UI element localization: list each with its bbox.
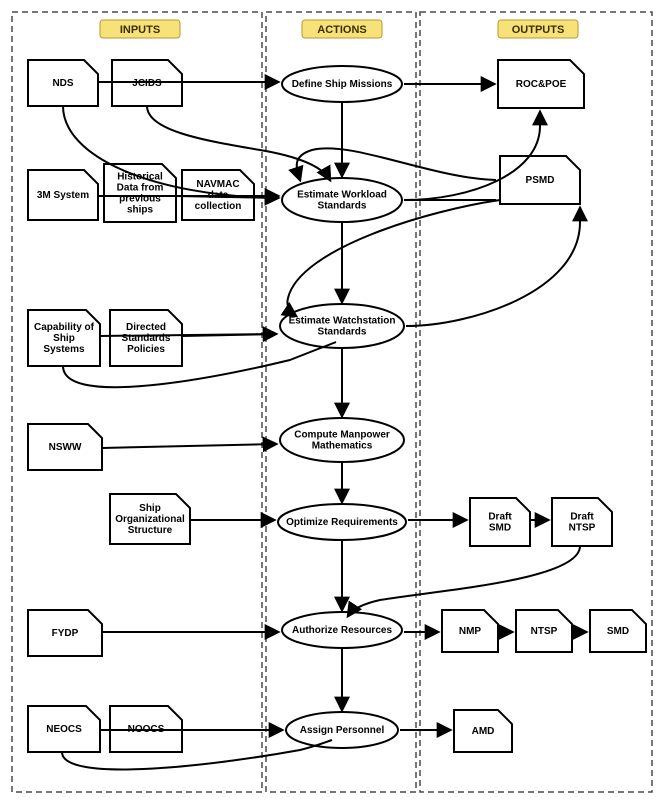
svg-text:ROC&POE: ROC&POE — [516, 79, 567, 90]
svg-text:Data from: Data from — [117, 183, 164, 194]
node-cap: Capability ofShipSystems — [28, 310, 100, 366]
edge-13 — [63, 342, 336, 387]
svg-text:Systems: Systems — [43, 344, 85, 355]
svg-text:Define Ship Missions: Define Ship Missions — [292, 79, 393, 90]
node-hist: HistoricalData frompreviousships — [104, 164, 176, 222]
node-nsww: NSWW — [28, 424, 102, 470]
svg-text:NTSP: NTSP — [569, 523, 596, 534]
svg-text:SMD: SMD — [489, 523, 511, 534]
svg-text:NMP: NMP — [459, 626, 482, 637]
svg-text:PSMD: PSMD — [526, 175, 555, 186]
edge-14 — [406, 208, 580, 326]
svg-text:Standards: Standards — [318, 201, 367, 212]
svg-text:NSWW: NSWW — [49, 442, 82, 453]
svg-text:ships: ships — [127, 205, 154, 216]
node-a4: Compute ManpowerMathematics — [280, 418, 404, 462]
node-a5: Optimize Requirements — [278, 504, 406, 540]
svg-text:SMD: SMD — [607, 626, 629, 637]
node-a7: Assign Personnel — [286, 712, 398, 748]
edge-4 — [63, 106, 278, 198]
node-nmp: NMP — [442, 610, 498, 652]
svg-text:NDS: NDS — [52, 78, 73, 89]
svg-text:Draft: Draft — [570, 512, 594, 523]
svg-text:Standards: Standards — [122, 333, 171, 344]
node-dntsp: DraftNTSP — [552, 498, 612, 546]
svg-text:AMD: AMD — [472, 726, 495, 737]
edge-24 — [348, 546, 580, 616]
svg-text:Assign Personnel: Assign Personnel — [300, 725, 385, 736]
edge-16 — [287, 200, 500, 316]
edge-1 — [147, 106, 330, 180]
svg-text:FYDP: FYDP — [52, 628, 79, 639]
node-a2: Estimate WorkloadStandards — [282, 178, 402, 222]
header-label-inputs: INPUTS — [120, 24, 160, 36]
column-outputs — [420, 12, 652, 792]
node-org: ShipOrganizationalStructure — [110, 494, 190, 544]
svg-text:Structure: Structure — [128, 525, 173, 536]
svg-text:Estimate Workload: Estimate Workload — [297, 190, 387, 201]
svg-text:Draft: Draft — [488, 512, 512, 523]
svg-text:Ship: Ship — [53, 333, 75, 344]
svg-text:Directed: Directed — [126, 322, 166, 333]
svg-text:NAVMAC: NAVMAC — [196, 179, 239, 190]
svg-text:previous: previous — [119, 194, 161, 205]
node-neocs: NEOCS — [28, 706, 100, 752]
node-psmd: PSMD — [500, 156, 580, 204]
svg-text:Policies: Policies — [127, 344, 165, 355]
header-label-outputs: OUTPUTS — [512, 24, 565, 36]
node-a6: Authorize Resources — [282, 612, 402, 648]
svg-text:Optimize Requirements: Optimize Requirements — [286, 517, 398, 528]
node-roc: ROC&POE — [498, 60, 584, 108]
node-dir: DirectedStandardsPolicies — [110, 310, 182, 366]
column-inputs — [12, 12, 262, 792]
node-ntsp: NTSP — [516, 610, 572, 652]
svg-text:Historical: Historical — [117, 172, 163, 183]
svg-text:NTSP: NTSP — [531, 626, 558, 637]
svg-text:Mathematics: Mathematics — [312, 441, 373, 452]
svg-text:Organizational: Organizational — [115, 514, 185, 525]
node-dsmd: DraftSMD — [470, 498, 530, 546]
svg-text:Authorize Resources: Authorize Resources — [292, 625, 392, 636]
svg-text:collection: collection — [195, 201, 242, 212]
edge-18 — [102, 444, 276, 448]
node-nds: NDS — [28, 60, 98, 106]
svg-text:Standards: Standards — [318, 327, 367, 338]
svg-text:Estimate Watchstation: Estimate Watchstation — [289, 316, 396, 327]
svg-text:Compute Manpower: Compute Manpower — [294, 430, 390, 441]
svg-text:NOOCS: NOOCS — [128, 724, 165, 735]
node-fydp: FYDP — [28, 610, 102, 656]
svg-text:Ship: Ship — [139, 503, 161, 514]
node-m3: 3M System — [28, 170, 98, 220]
node-a3: Estimate WatchstationStandards — [280, 304, 404, 348]
flowchart-canvas: INPUTS ACTIONS OUTPUTS NDS JCIDS 3M System His… — [0, 0, 664, 802]
node-smd: SMD — [590, 610, 646, 652]
node-amd: AMD — [454, 710, 512, 752]
svg-text:JCIDS: JCIDS — [132, 78, 162, 89]
svg-text:3M System: 3M System — [37, 190, 89, 201]
svg-text:data: data — [208, 190, 229, 201]
node-a1: Define Ship Missions — [282, 66, 402, 102]
svg-text:Capability of: Capability of — [34, 322, 95, 333]
svg-text:NEOCS: NEOCS — [46, 724, 82, 735]
header-label-actions: ACTIONS — [317, 24, 367, 36]
edge-32 — [62, 740, 332, 769]
